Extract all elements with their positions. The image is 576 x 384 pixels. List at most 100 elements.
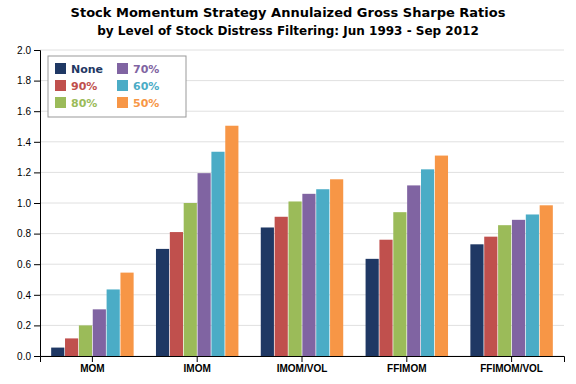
legend-label: 60%: [133, 80, 159, 93]
y-tick: 1.4: [17, 137, 40, 148]
x-tick: MOM: [80, 356, 104, 374]
y-tick-mark: [34, 325, 40, 326]
bar: [526, 214, 539, 356]
x-axis: MOM IMOM IMOM/VOL FFIMOM FFIMOM/VOL: [41, 356, 565, 374]
bar: [366, 259, 379, 356]
y-tick-mark: [34, 172, 40, 173]
y-tick-label: 0.8: [17, 228, 31, 239]
bars: [51, 126, 553, 356]
bar-series: [93, 173, 525, 356]
y-tick-label: 0.6: [17, 259, 31, 270]
bar: [51, 348, 64, 356]
y-tick-label: 1.8: [17, 75, 31, 86]
bar: [211, 152, 224, 356]
bar: [393, 212, 406, 356]
y-tick-mark: [34, 50, 40, 51]
bar: [379, 240, 392, 356]
y-tick-mark: [34, 81, 40, 82]
title: Stock Momentum Strategy Annulaized Gross…: [71, 5, 506, 20]
legend-swatch: [117, 80, 128, 91]
legend-label: None: [71, 63, 103, 76]
y-tick-label: 0.0: [17, 351, 31, 362]
y-tick-mark: [34, 203, 40, 204]
bar: [540, 205, 553, 356]
subtitle: by Level of Stock Distress Filtering: Ju…: [97, 24, 479, 38]
y-tick-label: 1.6: [17, 106, 31, 117]
legend-item: 70%: [117, 63, 159, 76]
y-tick: 2.0: [17, 45, 40, 56]
legend-item: 60%: [117, 80, 159, 93]
legend-label: 90%: [71, 80, 97, 93]
bar: [512, 220, 525, 356]
legend-label: 50%: [133, 97, 159, 110]
x-tick: IMOM/VOL: [277, 356, 328, 374]
bar-series: [120, 126, 552, 356]
legend-swatch: [55, 80, 66, 91]
bar: [498, 225, 511, 356]
bar-series: [107, 152, 539, 356]
bar: [156, 249, 169, 356]
x-tick: IMOM: [184, 356, 211, 374]
legend-item: 50%: [117, 97, 159, 110]
x-tick-mark: [302, 356, 303, 362]
chart: Stock Momentum Strategy Annulaized Gross…: [0, 0, 576, 384]
grid: [40, 50, 564, 356]
bar: [225, 126, 238, 356]
bar: [198, 173, 211, 356]
x-tick-mark: [197, 356, 198, 362]
legend-box: [48, 56, 186, 117]
grid-line: [40, 203, 564, 204]
bar: [107, 289, 120, 356]
grid-line: [40, 233, 564, 234]
y-tick-mark: [34, 356, 40, 357]
legend-swatch: [117, 63, 128, 74]
y-tick: 1.2: [17, 167, 40, 178]
legend-swatch: [117, 97, 128, 108]
bar: [184, 203, 197, 356]
bar: [302, 194, 315, 356]
bar: [275, 217, 288, 356]
x-tick-mark: [406, 356, 407, 362]
y-tick-mark: [34, 142, 40, 143]
y-axis: 0.0 0.2 0.4 0.6 0.8 1.0 1.2 1.4 1.6 1.8 2.0: [17, 45, 40, 362]
y-axis-line: [34, 51, 41, 357]
y-tick: 0.2: [17, 320, 40, 331]
y-tick: 0.4: [17, 290, 40, 301]
y-tick-label: 1.2: [17, 167, 31, 178]
legend-label: 80%: [71, 97, 97, 110]
x-tick: FFIMOM/VOL: [480, 356, 543, 374]
y-tick-label: 1.4: [17, 137, 31, 148]
x-tick-label: FFIMOM: [387, 363, 426, 374]
bar: [330, 179, 343, 356]
bar: [316, 189, 329, 356]
y-tick-mark: [34, 111, 40, 112]
legend: None 90% 80% 70% 60% 50%: [48, 56, 186, 117]
legend-item: None: [55, 63, 103, 76]
y-tick: 0.6: [17, 259, 40, 270]
bar: [470, 244, 483, 356]
bar: [421, 169, 434, 356]
y-tick: 0.0: [17, 351, 40, 362]
x-tick-label: FFIMOM/VOL: [480, 363, 543, 374]
bar: [435, 156, 448, 356]
y-tick-mark: [34, 264, 40, 265]
x-tick-label: MOM: [80, 363, 104, 374]
y-tick-mark: [34, 234, 40, 235]
grid-line: [40, 50, 564, 51]
y-tick-label: 0.4: [17, 290, 31, 301]
bar: [484, 237, 497, 356]
y-tick: 1.8: [17, 75, 40, 86]
y-tick-label: 1.0: [17, 198, 31, 209]
legend-label: 70%: [133, 63, 159, 76]
grid-line: [40, 141, 564, 142]
y-tick-label: 2.0: [17, 45, 31, 56]
y-tick-mark: [34, 295, 40, 296]
x-axis-line: [41, 357, 565, 363]
legend-item: 80%: [55, 97, 97, 110]
bar: [170, 232, 183, 356]
bar: [407, 185, 420, 356]
legend-swatch: [55, 63, 66, 74]
grid-line: [40, 172, 564, 173]
x-tick: FFIMOM: [387, 356, 426, 374]
legend-swatch: [55, 97, 66, 108]
